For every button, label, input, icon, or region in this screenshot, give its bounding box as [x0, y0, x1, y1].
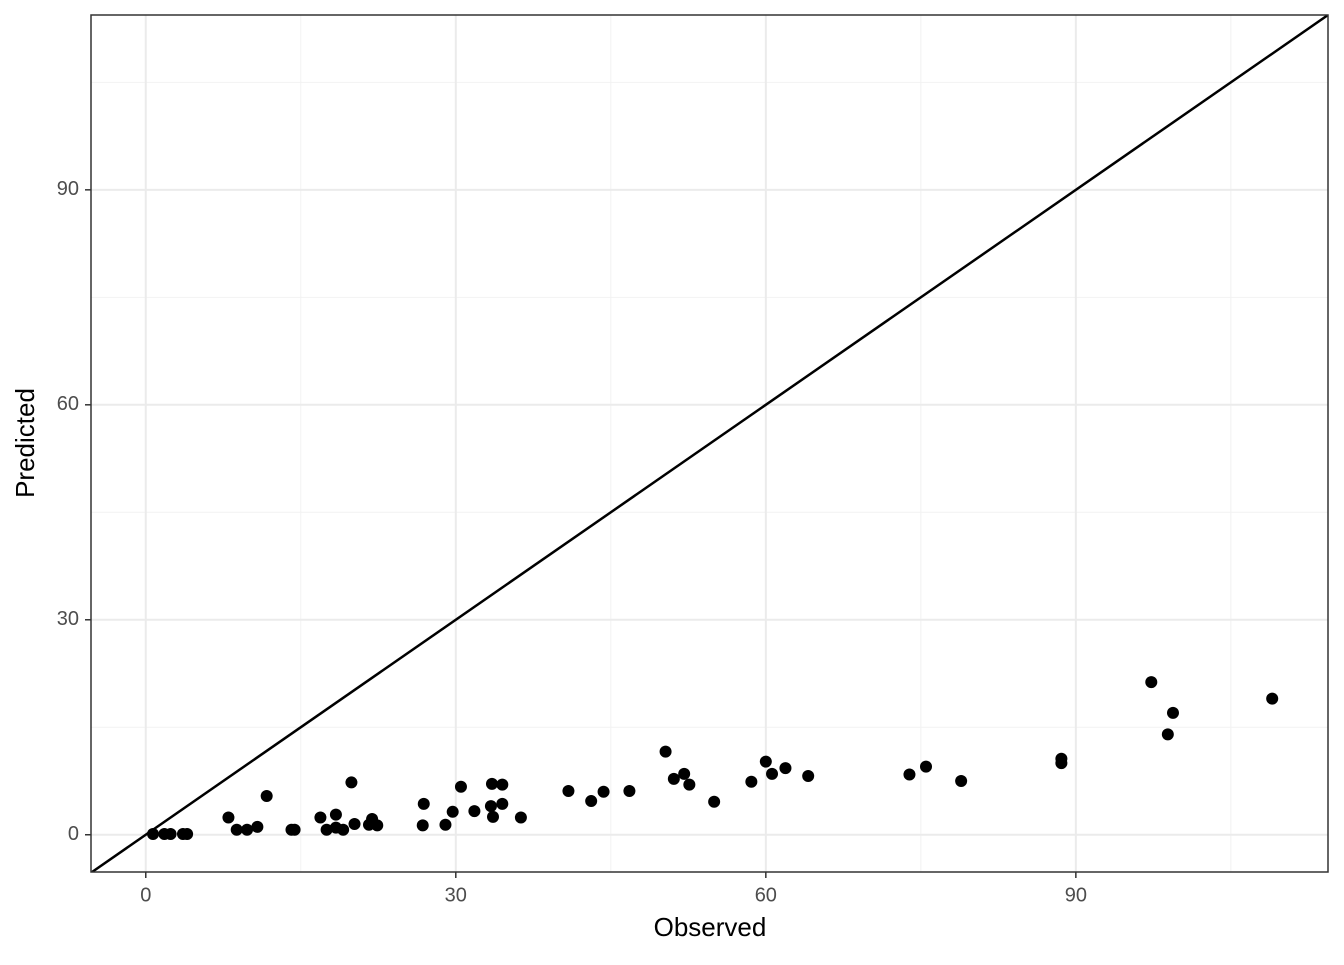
point: [371, 819, 384, 832]
point: [337, 823, 350, 836]
point: [623, 785, 636, 798]
point: [514, 811, 527, 824]
point: [260, 790, 273, 803]
point: [597, 785, 610, 798]
point: [920, 760, 933, 773]
point: [446, 805, 459, 818]
point: [745, 775, 758, 788]
point: [241, 823, 254, 836]
point: [416, 819, 429, 832]
point: [1161, 728, 1174, 741]
point: [496, 778, 509, 791]
x-tick-label: 0: [140, 884, 151, 906]
point: [496, 797, 509, 810]
y-tick-label: 90: [57, 178, 79, 200]
y-tick-label: 0: [68, 823, 79, 845]
point: [759, 755, 772, 768]
point: [320, 823, 333, 836]
point: [417, 797, 430, 810]
point: [708, 795, 721, 808]
point: [659, 745, 672, 758]
point: [181, 828, 194, 841]
point: [1166, 706, 1179, 719]
grid: [91, 15, 1328, 872]
point: [1055, 757, 1068, 770]
point: [484, 800, 497, 813]
point: [251, 820, 264, 833]
point: [955, 774, 968, 787]
point: [562, 785, 575, 798]
point: [164, 828, 177, 841]
point: [345, 776, 358, 789]
point: [903, 768, 916, 781]
point: [288, 823, 301, 836]
point: [585, 795, 598, 808]
x-tick-label: 30: [445, 884, 467, 906]
point: [454, 780, 467, 793]
point: [486, 810, 499, 823]
point: [329, 808, 342, 821]
y-axis-title: Predicted: [10, 388, 40, 498]
point: [802, 769, 815, 782]
x-tick-label: 90: [1065, 884, 1087, 906]
point: [766, 767, 779, 780]
y-tick-label: 60: [57, 393, 79, 415]
point: [439, 818, 452, 831]
point: [683, 778, 696, 791]
point: [485, 777, 498, 790]
y-tick-label: 30: [57, 608, 79, 630]
x-axis-title: Observed: [654, 912, 767, 942]
point: [1145, 676, 1158, 689]
point: [667, 772, 680, 785]
point: [468, 805, 481, 818]
point: [222, 811, 235, 824]
plot-area: [91, 15, 1328, 872]
point: [348, 817, 361, 830]
point: [678, 767, 691, 780]
point: [779, 762, 792, 775]
point: [314, 811, 327, 824]
reference-line: [91, 15, 1328, 872]
panel-border: [90, 14, 1329, 873]
point: [147, 828, 160, 841]
axes: 0 30 60 90 0 30 60 90: [57, 178, 1087, 906]
point: [230, 823, 243, 836]
x-tick-label: 60: [755, 884, 777, 906]
point: [1266, 692, 1279, 705]
